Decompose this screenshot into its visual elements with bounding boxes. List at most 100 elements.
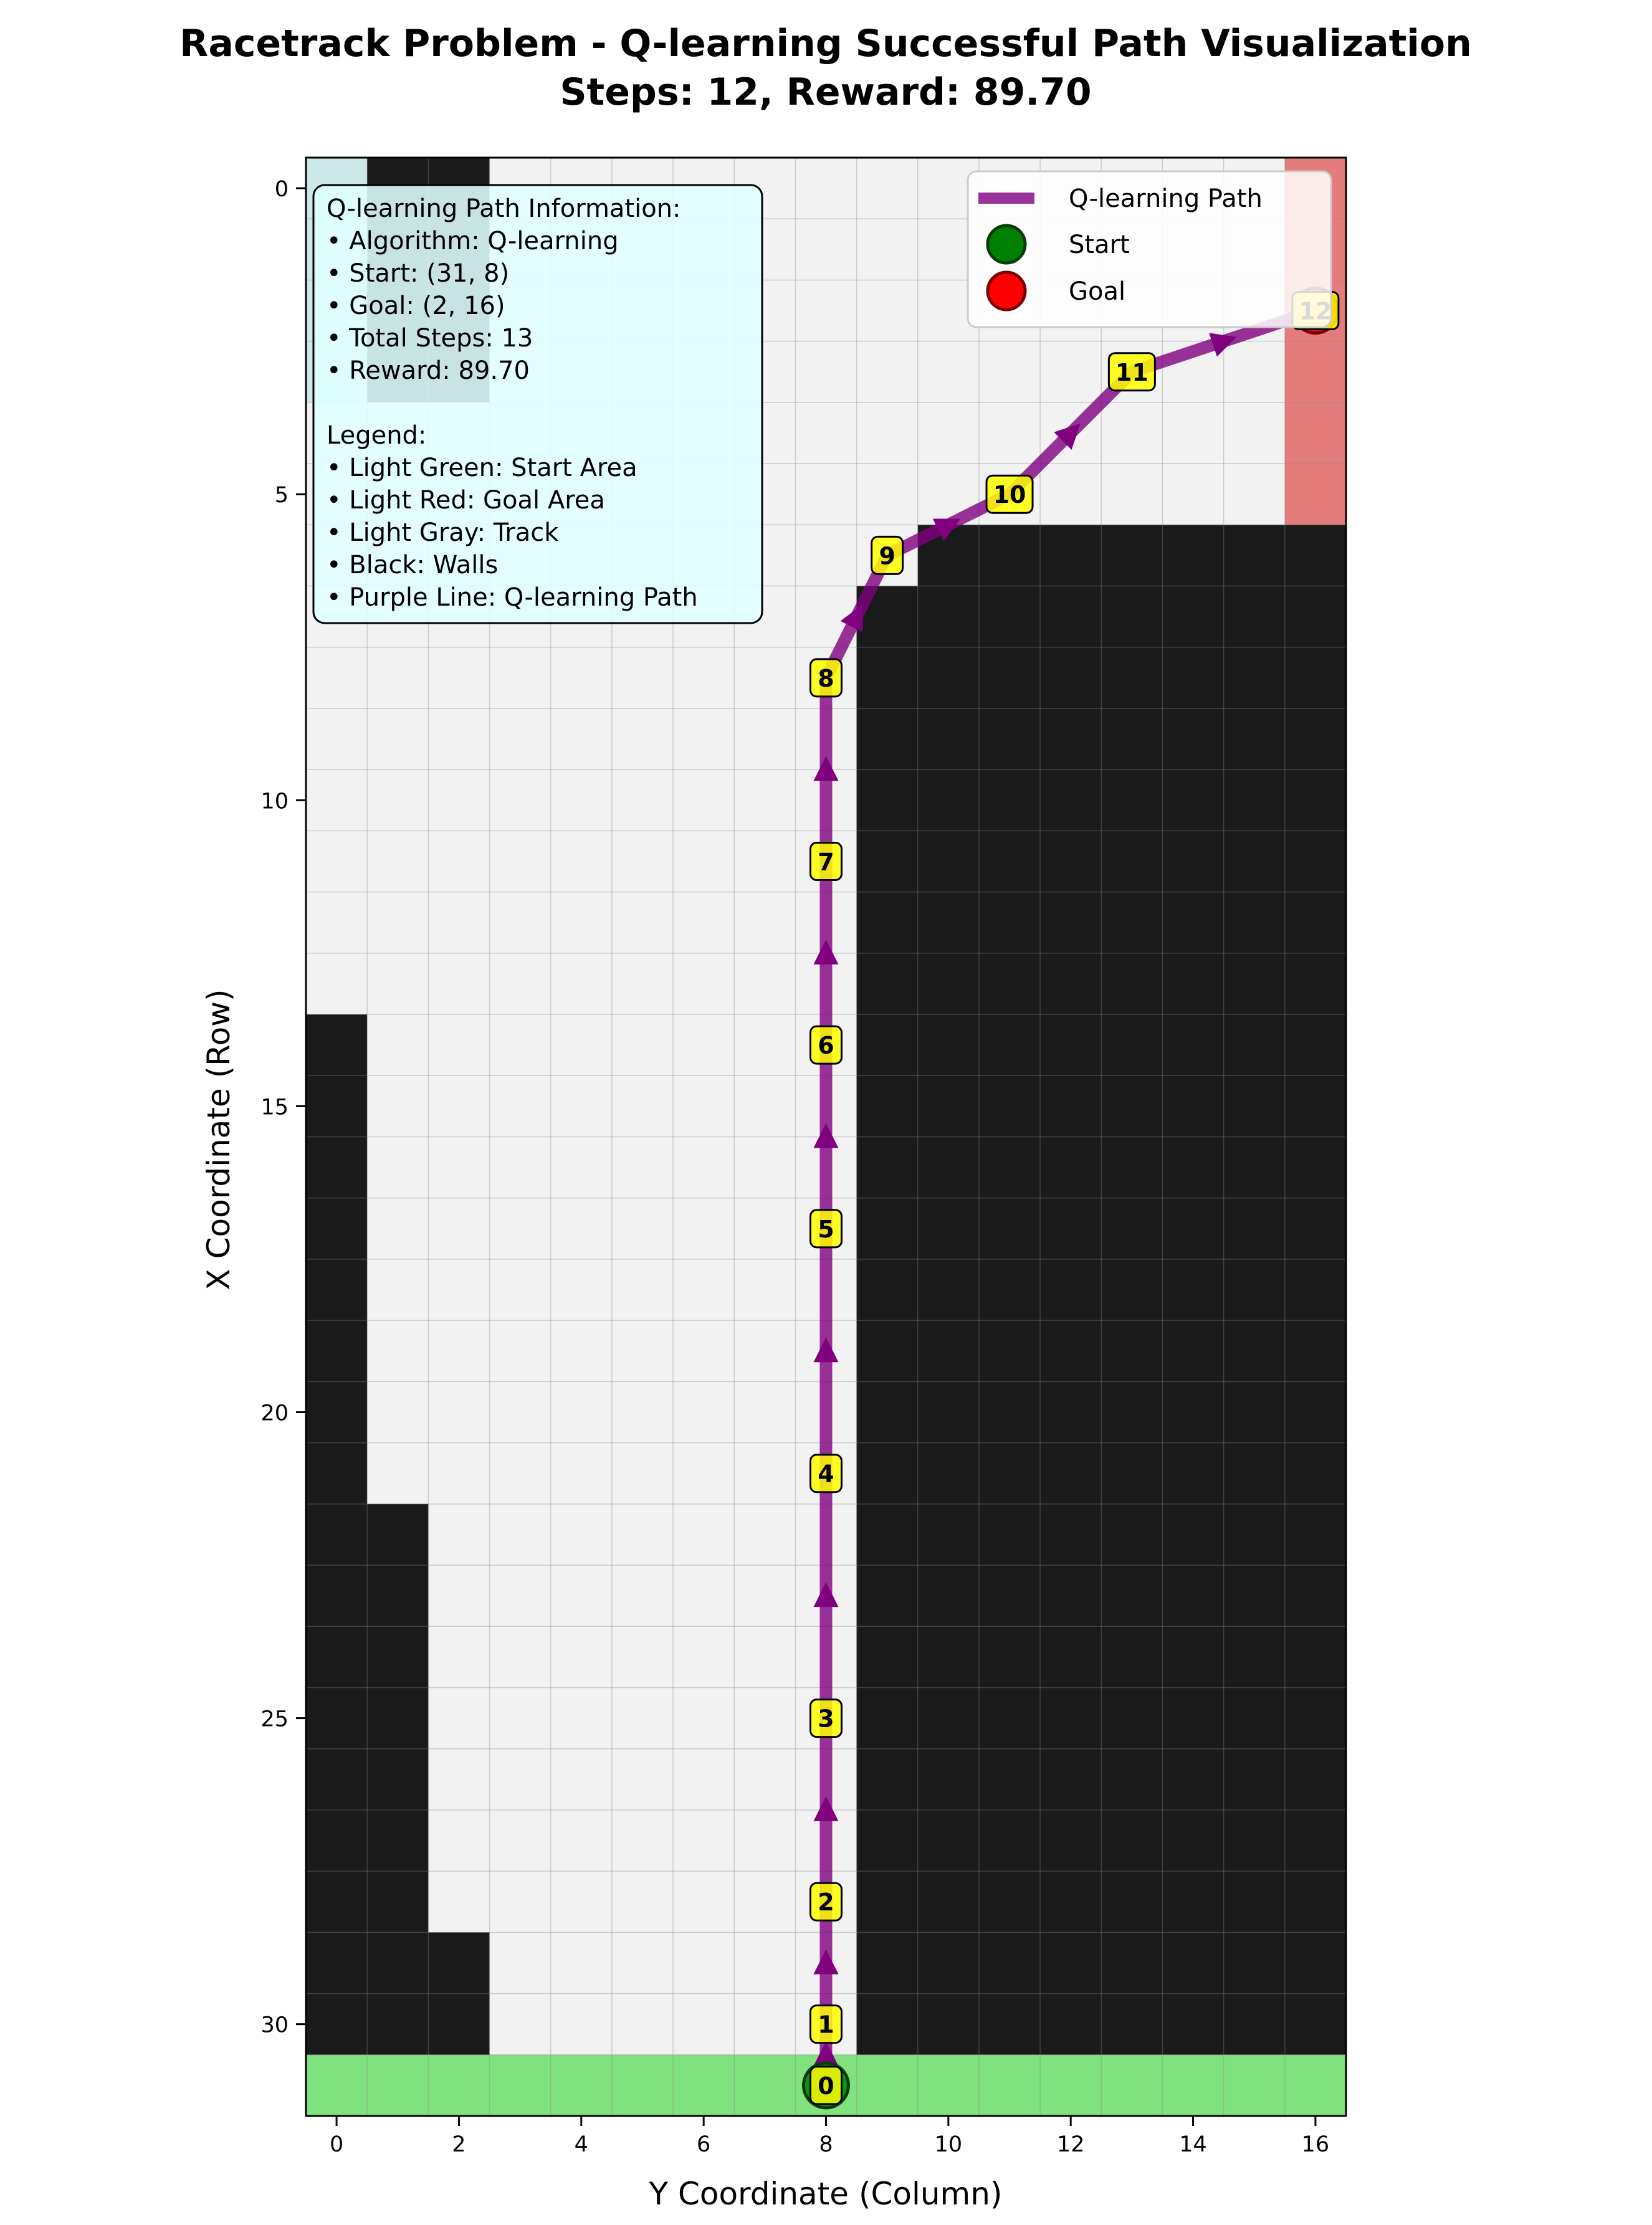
cell-wall [856,1565,919,1627]
cell-track [734,1993,796,2056]
cell-wall [1162,586,1225,648]
step-label-box [1107,352,1156,392]
cell-track [673,1381,735,1444]
legend-label-goal: Goal [1069,277,1125,306]
cell-wall [1284,1381,1347,1444]
x-tick-label: 6 [697,2132,710,2157]
cell-wall [1101,525,1163,587]
cell-track [367,1136,429,1199]
step-label: 4 [809,1454,843,1494]
cell-track [489,1320,551,1382]
cell-wall [1223,1748,1286,1811]
path-arrow [1209,333,1237,357]
cell-wall [1162,1442,1225,1505]
cell-track [550,831,613,893]
info-box-line: • Light Red: Goal Area [327,486,605,515]
cell-track [550,769,613,832]
cell-track [611,1626,674,1689]
cell-wall [1040,525,1102,587]
cell-track [550,1748,613,1811]
cell-wall [1284,1075,1347,1138]
cell-wall [1223,647,1286,709]
cell-track [1162,402,1225,464]
step-label: 10 [985,474,1034,514]
cell-wall [306,1381,368,1444]
cell-track [550,1014,613,1076]
cell-wall [306,1565,368,1627]
cell-track [489,647,551,709]
cell-track [489,769,551,832]
cell-wall [978,1871,1041,1933]
path-arrows [813,333,1237,2066]
cell-start [1162,2054,1225,2117]
cell-wall [428,1932,490,1994]
cell-wall [1101,1565,1163,1627]
cell-wall [856,1871,919,1933]
path-arrow [813,1337,839,1363]
step-label: 9 [871,535,904,575]
cell-track [734,1565,796,1627]
x-axis-label: Y Coordinate (Column) [649,2176,1003,2212]
cell-start [1040,2054,1102,2117]
cell-wall [1040,1442,1102,1505]
info-box-background [312,184,763,624]
cell-wall [978,769,1041,832]
cell-track [428,1871,490,1933]
cell-wall [856,1442,919,1505]
cell-wall [978,1381,1041,1444]
cell-track [673,1809,735,1872]
cell-wall [1101,1442,1163,1505]
path-arrow [813,1796,839,1821]
cell-track [795,341,857,403]
cell-wall [978,1687,1041,1750]
cell-track [550,1993,613,2056]
cell-wall [1101,1075,1163,1138]
step-label-box [809,1025,843,1065]
cell-track [489,1136,551,1199]
cell-track [489,1565,551,1627]
cell-wall [1101,1993,1163,2056]
cell-track [734,1932,796,1994]
cell-wall [367,1932,429,1994]
step-label-text: 2 [818,1889,834,1916]
cell-wall [917,647,980,709]
cell-wall [1223,1871,1286,1933]
cell-track [673,769,735,832]
cell-wall [856,1809,919,1872]
cell-wall [917,1503,980,1566]
step-label: 8 [809,658,843,698]
cell-wall [856,708,919,770]
cell-track [550,1442,613,1505]
cell-track [428,953,490,1015]
cell-wall [1284,1748,1347,1811]
cell-track [734,1503,796,1566]
cell-wall [1223,1259,1286,1321]
cell-wall [1040,1565,1102,1627]
cell-track [428,1442,490,1505]
cell-wall [1101,647,1163,709]
cell-track [611,1871,674,1933]
cell-track [673,1198,735,1260]
info-box-line: Legend: [327,421,426,450]
cell-track [367,1381,429,1444]
info-box-line: • Black: Walls [327,551,498,579]
cell-wall [1162,1687,1225,1750]
step-label-box [809,1699,843,1738]
cell-track [611,1748,674,1811]
cell-track [856,464,919,525]
cell-track [550,1381,613,1444]
cell-goal [1284,464,1347,525]
cell-wall [978,1014,1041,1076]
cell-track [673,892,735,954]
cell-track [428,1075,490,1138]
cell-wall [1040,953,1102,1015]
y-tick-label: 5 [275,483,289,508]
x-tick-label: 2 [452,2132,466,2157]
cell-wall [1284,1320,1347,1382]
cell-track [489,1626,551,1689]
cell-track [489,1687,551,1750]
cell-wall [306,1014,368,1076]
cell-wall [1223,1626,1286,1689]
cell-wall [917,1565,980,1627]
step-label-text: 4 [818,1460,834,1488]
